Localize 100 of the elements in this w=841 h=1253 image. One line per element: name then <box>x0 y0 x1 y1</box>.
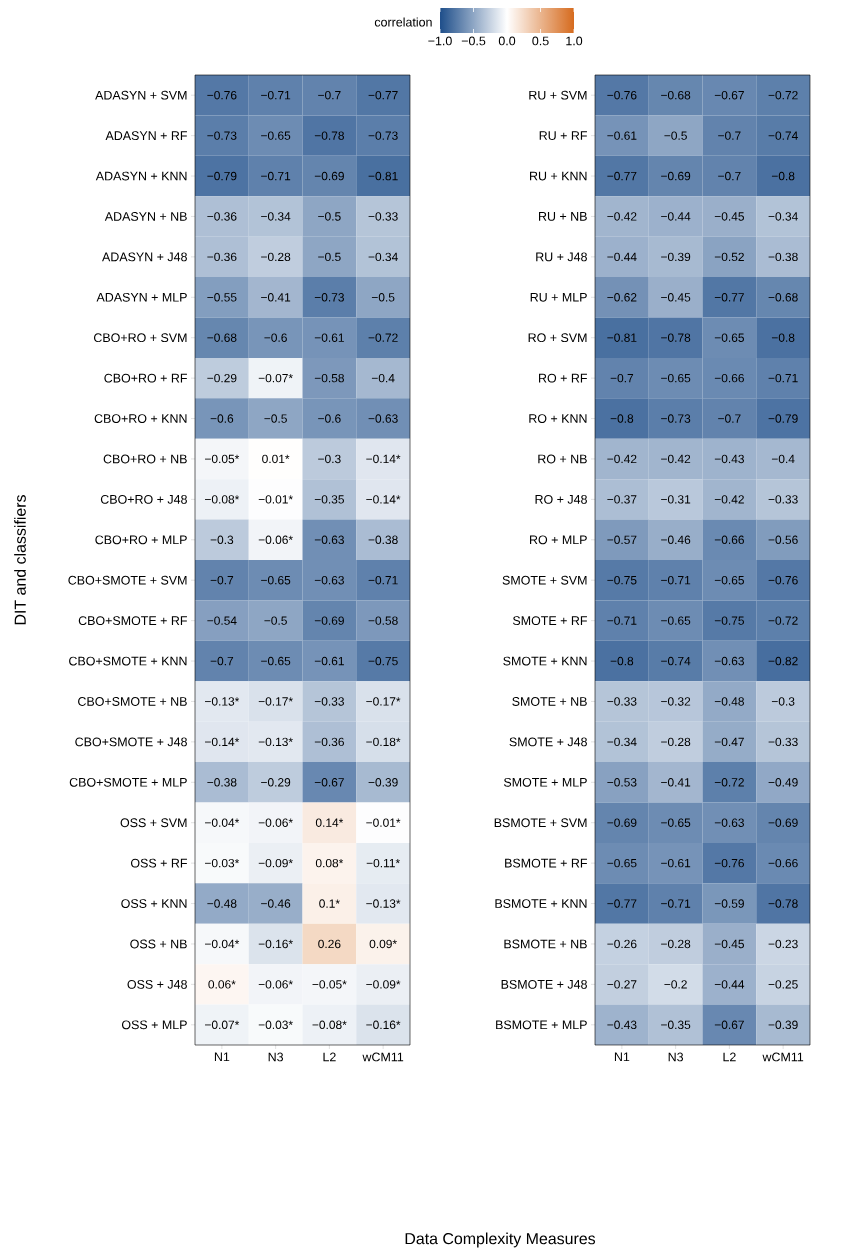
data-label: −0.65 <box>607 858 637 868</box>
color-bar-title: correlation <box>374 17 432 27</box>
y-tick-label: OSS + KNN <box>121 899 187 908</box>
data-label: −0.72 <box>768 90 798 100</box>
data-label: −0.57 <box>607 535 637 545</box>
data-label: −0.09* <box>366 980 401 989</box>
data-label: −0.63 <box>714 818 744 827</box>
data-label: −0.39 <box>661 252 691 262</box>
data-label: −0.4 <box>371 373 395 383</box>
y-tick-label: BSMOTE + SVM <box>494 818 587 828</box>
data-label: −0.67 <box>314 778 344 787</box>
data-label: −0.56 <box>768 535 798 545</box>
data-label: −0.01* <box>258 495 293 504</box>
data-label: −0.34 <box>368 252 398 262</box>
data-label: −0.5 <box>264 616 287 625</box>
y-tick-label: RO + MLP <box>530 535 587 545</box>
y-tick-label: SMOTE + SVM <box>502 575 587 585</box>
data-label: −0.75 <box>714 616 744 625</box>
y-tick-label: RU + KNN <box>530 171 587 181</box>
data-label: −0.73 <box>207 131 237 140</box>
data-label: −0.04* <box>205 818 240 827</box>
data-label: −0.71 <box>261 90 291 100</box>
y-tick-label: ADASYN + SVM <box>95 90 187 100</box>
data-label: −0.44 <box>661 212 691 221</box>
data-label: −0.72 <box>714 778 744 787</box>
data-label: −0.28 <box>661 939 691 949</box>
data-label: −0.78 <box>661 333 691 342</box>
data-label: −0.43 <box>607 1020 637 1030</box>
y-tick-label: RO + SVM <box>528 333 587 343</box>
data-label: −0.01* <box>366 818 401 827</box>
data-label: −0.66 <box>714 535 744 545</box>
data-label: −0.8 <box>771 171 795 181</box>
data-label: −0.36 <box>207 252 237 262</box>
y-tick-label: CBO+SMOTE + J48 <box>75 737 187 747</box>
data-label: −0.17* <box>366 697 401 706</box>
data-label: 0.1* <box>319 899 340 908</box>
data-label: −0.77 <box>607 899 637 908</box>
y-tick-label: ADASYN + KNN <box>95 171 187 181</box>
data-label: −0.76 <box>607 90 637 100</box>
data-label: −0.09* <box>258 858 293 868</box>
data-label: −0.16* <box>366 1020 401 1030</box>
data-label: −0.33 <box>314 697 344 706</box>
data-label: −0.06* <box>258 535 293 545</box>
data-label: −0.61 <box>661 858 691 868</box>
y-tick-label: CBO+RO + J48 <box>100 494 187 504</box>
y-tick-label: CBO+SMOTE + SVM <box>68 575 187 585</box>
data-label: −0.13* <box>258 737 293 747</box>
y-tick-label: SMOTE + RF <box>512 616 587 626</box>
data-label: −0.55 <box>207 293 237 302</box>
y-tick-label: CBO+SMOTE + RF <box>78 616 187 626</box>
y-tick-label: CBO+RO + NB <box>103 454 187 464</box>
data-label: −0.33 <box>768 495 798 504</box>
data-label: −0.03* <box>258 1020 293 1030</box>
data-label: −0.73 <box>661 414 691 423</box>
y-tick-label: ADASYN + RF <box>105 131 187 141</box>
data-label: −0.38 <box>368 535 398 545</box>
y-tick-label: RO + KNN <box>529 414 587 423</box>
y-tick-label: RU + SVM <box>529 90 587 100</box>
data-label: −0.68 <box>768 293 798 302</box>
x-tick-label: N1 <box>614 1052 630 1062</box>
data-label: −0.42 <box>607 454 637 464</box>
data-label: −0.63 <box>314 535 344 545</box>
data-label: −0.33 <box>768 737 798 747</box>
data-label: −0.29 <box>207 373 237 383</box>
data-label: −0.06* <box>258 980 293 989</box>
data-label: −0.44 <box>714 980 745 989</box>
data-label: −0.34 <box>768 212 798 221</box>
data-label: −0.6 <box>318 414 341 423</box>
data-label: −0.11* <box>366 858 400 868</box>
data-label: −0.74 <box>661 656 691 666</box>
data-label: −0.67 <box>714 1020 744 1030</box>
data-label: −0.28 <box>261 252 291 262</box>
y-tick-label: ADASYN + NB <box>104 212 187 221</box>
data-label: −0.69 <box>314 171 344 181</box>
color-bar-label: 1.0 <box>566 36 583 46</box>
data-label: −0.76 <box>207 90 237 100</box>
data-label: −0.77 <box>607 171 637 181</box>
color-bar-label: 0.0 <box>498 36 516 46</box>
data-label: −0.71 <box>607 616 637 625</box>
data-label: −0.07* <box>258 373 293 383</box>
data-label: −0.03* <box>205 858 240 868</box>
y-tick-label: OSS + SVM <box>120 818 187 828</box>
data-label: −0.58 <box>368 616 398 625</box>
data-label: 0.14* <box>315 818 344 827</box>
data-label: −0.46 <box>261 899 291 908</box>
data-label: −0.49 <box>768 778 798 787</box>
data-label: −0.08* <box>205 495 240 504</box>
data-label: −0.32 <box>661 697 691 706</box>
data-label: −0.6 <box>210 414 234 423</box>
y-tick-label: CBO+RO + RF <box>104 373 187 383</box>
data-label: −0.04* <box>205 939 240 949</box>
data-label: −0.53 <box>607 778 637 787</box>
x-tick-label: N3 <box>668 1052 684 1062</box>
data-label: −0.27 <box>607 980 637 989</box>
data-label: −0.23 <box>768 939 798 949</box>
data-label: −0.33 <box>368 212 398 221</box>
data-label: −0.31 <box>661 495 691 504</box>
data-label: 0.01* <box>262 454 290 464</box>
x-axis-title: Data Complexity Measures <box>405 1232 596 1248</box>
y-tick-label: RO + J48 <box>535 494 587 504</box>
